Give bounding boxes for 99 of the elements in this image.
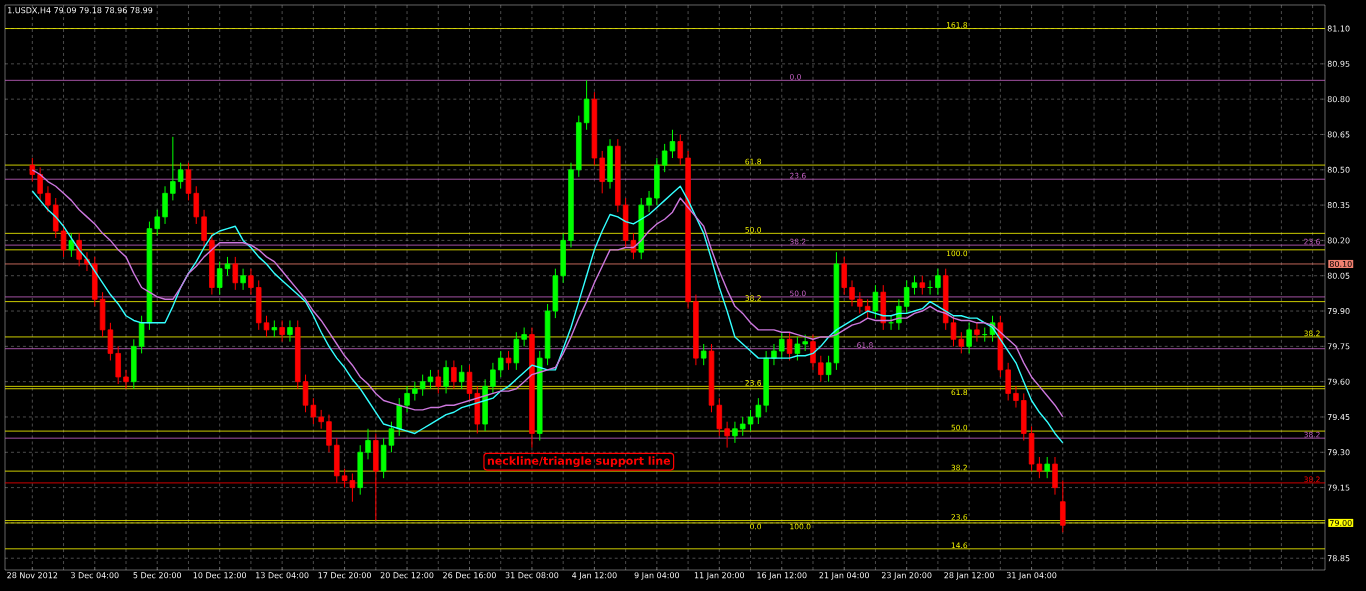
candlestick [466, 364, 473, 401]
candlestick [864, 298, 871, 319]
candlestick [287, 319, 293, 343]
candlestick [732, 421, 738, 444]
candlestick [365, 428, 371, 460]
x-tick-label: 31 Dec 08:00 [505, 572, 559, 579]
candlestick [404, 385, 410, 413]
candlestick [794, 336, 801, 361]
candlestick [779, 331, 785, 359]
candlestick [162, 185, 168, 225]
candlestick [240, 268, 246, 291]
candlestick [513, 331, 520, 371]
candlestick [724, 421, 730, 449]
ref-line-label: 79.00 [1329, 519, 1352, 526]
candlestick [490, 362, 496, 394]
candlestick [193, 185, 200, 225]
y-tick-label: 79.45 [1327, 413, 1350, 420]
x-tick-label: 16 Jan 12:00 [757, 572, 807, 580]
candlestick [1044, 456, 1050, 479]
y-tick-label: 81.10 [1327, 25, 1350, 32]
x-tick-label: 17 Dec 20:00 [318, 572, 371, 579]
chart-title: 1.USDX,H4 79.09 79.18 78.96 78.99 [8, 7, 153, 15]
y-tick-label: 79.60 [1327, 378, 1350, 385]
candlestick [318, 409, 324, 430]
candlestick [45, 185, 51, 213]
y-tick-label: 79.30 [1327, 449, 1350, 456]
candlestick [646, 190, 652, 213]
candlestick [497, 350, 504, 378]
candlestick [451, 359, 457, 390]
candlestick [935, 268, 941, 296]
x-tick-label: 26 Dec 16:00 [443, 572, 496, 579]
candlestick [263, 315, 270, 338]
candlestick [185, 162, 192, 201]
candlestick [739, 416, 746, 437]
x-tick-label: 28 Nov 2012 [7, 572, 58, 579]
x-tick-label: 11 Jan 20:00 [694, 572, 745, 580]
candlestick [818, 355, 824, 383]
candlestick [123, 369, 129, 390]
candlestick [857, 291, 863, 314]
candlestick [583, 79, 590, 131]
y-tick-label: 80.95 [1327, 60, 1350, 67]
candlestick [599, 150, 605, 194]
candlestick [849, 279, 855, 307]
candlestick [232, 256, 239, 291]
x-tick-label: 21 Jan 04:00 [819, 572, 870, 580]
x-tick-label: 20 Dec 12:00 [380, 572, 434, 579]
candlestick [396, 397, 402, 437]
candlestick [841, 256, 847, 296]
x-tick-label: 13 Dec 04:00 [256, 572, 309, 579]
candlestick [771, 343, 777, 366]
candlestick [872, 284, 879, 319]
x-tick-label: 23 Jan 20:00 [881, 572, 932, 580]
candlestick [115, 345, 121, 385]
y-tick-label: 80.20 [1327, 237, 1350, 244]
candlestick [443, 359, 449, 394]
candlestick [76, 232, 82, 267]
candlestick [700, 343, 707, 366]
candlestick [974, 322, 980, 343]
candlestick [412, 381, 418, 401]
candlestick [170, 136, 176, 201]
x-tick-label: 10 Dec 12:00 [193, 572, 247, 579]
candlestick [521, 327, 527, 347]
x-tick-label: 9 Jan 04:00 [634, 572, 680, 580]
y-tick-label: 78.85 [1327, 555, 1350, 562]
candlestick [919, 275, 926, 296]
y-tick-label: 80.50 [1327, 166, 1350, 173]
y-tick-label: 80.80 [1327, 96, 1350, 103]
y-tick-label: 79.75 [1327, 343, 1350, 350]
candlestick [1005, 362, 1011, 401]
candlestick [458, 364, 465, 390]
candlestick [60, 223, 67, 258]
candlestick [154, 209, 160, 237]
candlestick [505, 350, 512, 371]
candlestick [177, 162, 184, 190]
candlestick [435, 369, 442, 394]
candlestick [810, 334, 816, 371]
y-tick-label: 79.90 [1327, 308, 1350, 315]
x-tick-label: 4 Jan 12:00 [572, 572, 617, 580]
candlestick [966, 322, 972, 354]
candlestick [279, 319, 285, 343]
annotation: neckline/triangle support line [487, 456, 671, 468]
candlestick [326, 414, 332, 453]
candlestick [248, 268, 254, 296]
x-tick-label: 31 Jan 04:00 [1006, 572, 1057, 580]
y-tick-label: 80.35 [1327, 202, 1350, 209]
x-tick-label: 5 Dec 20:00 [133, 572, 182, 579]
candlestick [37, 166, 43, 201]
candlestick [138, 315, 145, 354]
candlestick [716, 397, 723, 437]
candlestick [677, 133, 684, 166]
candlestick [201, 209, 207, 248]
x-tick-label: 28 Jan 12:00 [944, 572, 994, 580]
x-tick-label: 3 Dec 04:00 [71, 572, 119, 579]
candlestick [1013, 385, 1019, 409]
y-tick-label: 80.05 [1327, 272, 1350, 279]
y-tick-label: 80.65 [1327, 131, 1350, 138]
ref-line-label: 80.10 [1329, 260, 1352, 267]
candlestick [786, 331, 793, 361]
y-tick-label: 79.15 [1327, 484, 1350, 491]
